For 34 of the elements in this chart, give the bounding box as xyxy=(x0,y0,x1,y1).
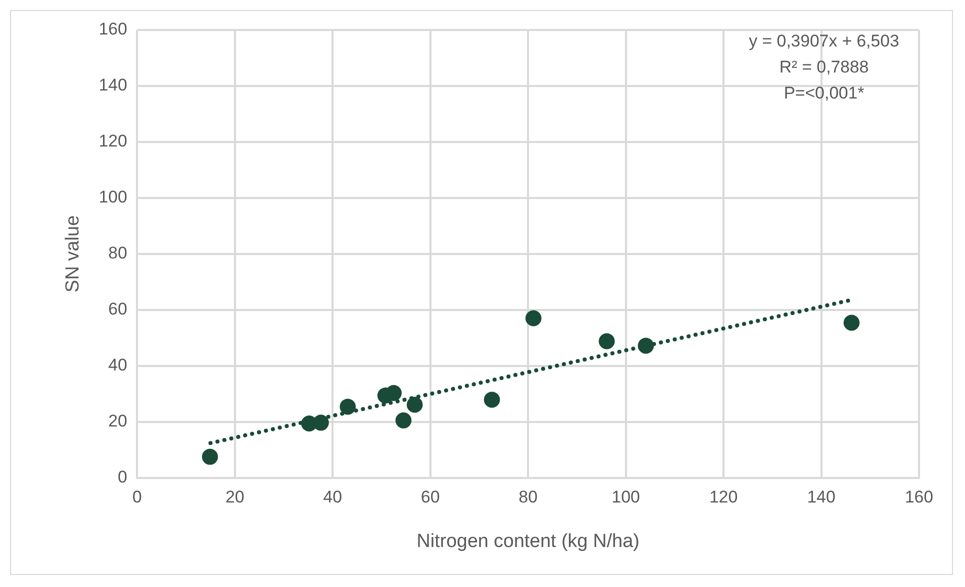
y-tick-label: 60 xyxy=(108,300,128,319)
y-axis-title: SN value xyxy=(62,215,84,292)
x-tick-label: 100 xyxy=(612,488,640,507)
y-tick-label: 120 xyxy=(98,132,128,151)
point xyxy=(638,338,654,354)
x-axis-title: Nitrogen content (kg N/ha) xyxy=(416,530,640,552)
y-tick-label: 20 xyxy=(108,412,128,431)
x-tick-label: 140 xyxy=(807,488,836,507)
annotation: R² = 0,7888 xyxy=(779,58,869,77)
point xyxy=(844,314,860,331)
point xyxy=(525,310,542,326)
point xyxy=(484,392,500,408)
point xyxy=(340,398,356,415)
x-tick-label: 0 xyxy=(132,488,142,507)
annotation: y = 0,3907x + 6,503 xyxy=(748,32,900,51)
y-tick-label: 0 xyxy=(118,467,128,486)
y-tick-label: 40 xyxy=(108,356,128,375)
x-tick-label: 80 xyxy=(518,488,538,507)
y-tick-label: 80 xyxy=(108,244,128,263)
x-tick-label: 120 xyxy=(709,488,738,507)
x-tick-label: 160 xyxy=(904,488,934,507)
x-tick-label: 20 xyxy=(225,488,244,507)
x-tick-label: 40 xyxy=(323,488,342,507)
y-tick-label: 140 xyxy=(98,76,128,95)
point xyxy=(395,412,412,428)
y-tick-label: 160 xyxy=(98,20,128,39)
point xyxy=(202,448,218,465)
point xyxy=(386,385,402,401)
point xyxy=(598,333,615,350)
point xyxy=(312,414,329,431)
annotation: P=<0,001* xyxy=(784,84,865,103)
point xyxy=(406,396,423,413)
y-tick-label: 100 xyxy=(98,188,128,207)
x-tick-label: 60 xyxy=(420,488,440,507)
